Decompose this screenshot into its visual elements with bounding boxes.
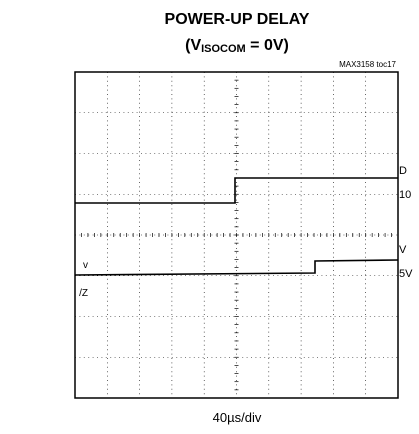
trace-label: /Z <box>79 288 88 299</box>
trace-label: 10 <box>399 189 411 201</box>
trace-label: D <box>399 165 407 177</box>
trace-1 <box>75 177 398 204</box>
title: POWER-UP DELAY <box>165 11 310 28</box>
trace-label: V <box>399 244 407 256</box>
trace-label: v <box>83 260 88 271</box>
subtitle-part: = 0V) <box>246 37 289 54</box>
subtitle: (VISOCOM = 0V) <box>185 37 289 55</box>
trace-label: 5V <box>399 268 413 280</box>
trace-2 <box>74 259 399 276</box>
scope-screen <box>74 71 399 399</box>
figure-note: MAX3158 toc17 <box>339 60 396 69</box>
subtitle-part: (V <box>185 37 201 54</box>
subtitle-subscript: ISOCOM <box>201 43 246 55</box>
x-scale-label: 40µs/div <box>213 410 262 425</box>
